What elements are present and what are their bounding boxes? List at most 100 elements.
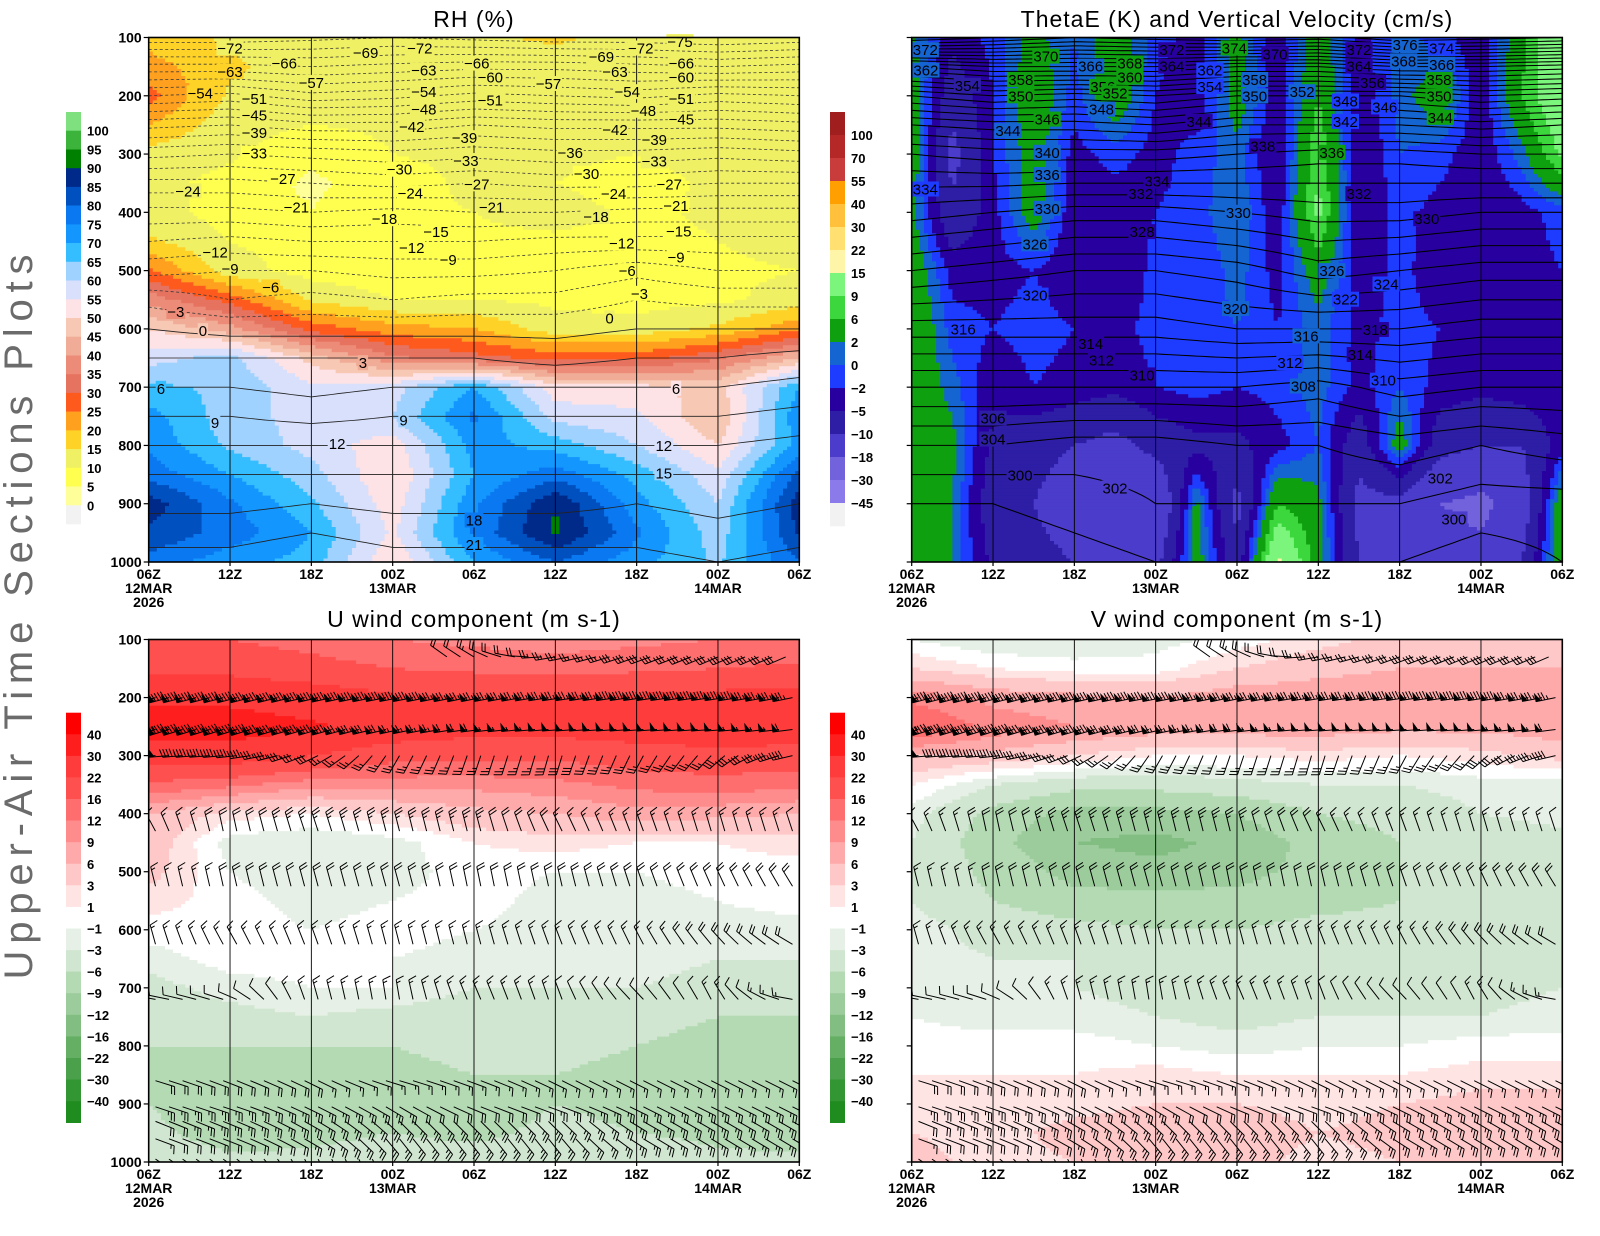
shading-cell bbox=[616, 555, 662, 560]
shading-cell bbox=[976, 387, 1165, 392]
contour-line bbox=[148, 299, 800, 318]
shading-cell bbox=[1554, 135, 1563, 140]
shading-cell bbox=[148, 173, 203, 178]
shading-cell bbox=[469, 208, 609, 213]
shading-cell bbox=[791, 432, 800, 437]
shading-cell bbox=[661, 555, 707, 560]
shading-cell bbox=[1525, 460, 1547, 465]
shading-cell bbox=[1326, 390, 1348, 395]
shading-cell bbox=[559, 530, 589, 535]
shading-cell bbox=[1045, 184, 1055, 189]
shading-cell bbox=[1005, 103, 1018, 108]
shading-cell bbox=[989, 72, 1006, 77]
shading-cell bbox=[1383, 292, 1421, 297]
shading-cell bbox=[1045, 296, 1145, 301]
shading-cell bbox=[1546, 222, 1563, 227]
shading-cell bbox=[1415, 247, 1551, 252]
shading-cell bbox=[936, 180, 953, 185]
shading-cell bbox=[575, 485, 605, 490]
shading-cell bbox=[242, 541, 304, 546]
shading-cell bbox=[923, 257, 933, 262]
shading-cell bbox=[315, 205, 463, 210]
shading-cell bbox=[1224, 285, 1246, 290]
shading-cell bbox=[746, 254, 800, 259]
x-tick-label: 00Z bbox=[706, 566, 731, 582]
shading-cell bbox=[148, 240, 166, 245]
shading-cell bbox=[997, 331, 1071, 336]
shading-cell bbox=[1273, 317, 1279, 322]
shading-cell bbox=[1391, 460, 1405, 465]
shading-cell bbox=[984, 44, 1006, 49]
shading-cell bbox=[494, 530, 524, 535]
shading-cell bbox=[1521, 170, 1535, 175]
shading-cell bbox=[1306, 184, 1327, 189]
shading-cell bbox=[1342, 90, 1352, 95]
shading-cell bbox=[1143, 145, 1181, 150]
shading-cell bbox=[1383, 299, 1421, 304]
shading-cell bbox=[1098, 156, 1136, 161]
shading-cell bbox=[1293, 271, 1307, 276]
shading-cell bbox=[376, 366, 520, 371]
shading-cell bbox=[425, 446, 447, 451]
shading-cell bbox=[1094, 65, 1132, 70]
shading-cell bbox=[774, 422, 788, 427]
shading-cell bbox=[989, 429, 1193, 434]
shading-cell bbox=[923, 83, 933, 88]
shading-cell bbox=[1411, 446, 1417, 451]
shading-cell bbox=[1330, 327, 1352, 332]
shading-cell bbox=[923, 152, 929, 157]
shading-cell bbox=[474, 516, 499, 521]
shading-cell bbox=[368, 338, 463, 343]
shading-cell bbox=[915, 222, 925, 227]
shading-cell bbox=[1249, 124, 1262, 129]
shading-cell bbox=[1350, 289, 1384, 294]
shading-cell bbox=[1285, 142, 1295, 147]
shading-cell bbox=[156, 362, 247, 367]
shading-cell bbox=[282, 310, 312, 315]
shading-cell bbox=[754, 257, 800, 262]
shading-cell bbox=[1261, 191, 1287, 196]
shading-cell bbox=[919, 121, 925, 126]
shading-cell bbox=[1135, 121, 1153, 126]
shading-cell bbox=[1326, 215, 1340, 220]
shading-cell bbox=[1318, 446, 1332, 451]
shading-cell bbox=[1379, 124, 1397, 129]
shading-cell bbox=[148, 495, 154, 500]
shading-cell bbox=[148, 72, 182, 77]
contour-label-bg bbox=[600, 186, 628, 202]
shading-cell bbox=[1041, 264, 1149, 269]
shading-cell bbox=[148, 194, 190, 199]
shading-cell bbox=[1497, 62, 1506, 67]
shading-cell bbox=[1285, 110, 1295, 115]
shading-cell bbox=[652, 348, 723, 353]
shading-cell bbox=[600, 464, 642, 469]
shading-cell bbox=[1428, 366, 1563, 371]
shading-cell bbox=[1249, 208, 1267, 213]
shading-cell bbox=[1204, 51, 1218, 56]
shading-cell bbox=[364, 131, 800, 136]
shading-cell bbox=[1330, 355, 1352, 360]
shading-cell bbox=[1054, 72, 1071, 77]
shading-cell bbox=[1521, 79, 1539, 84]
shading-cell bbox=[1151, 373, 1299, 378]
shading-cell bbox=[1245, 275, 1271, 280]
shading-cell bbox=[408, 460, 430, 465]
shading-cell bbox=[335, 485, 369, 490]
contour-label: 12 bbox=[655, 438, 672, 455]
shading-cell bbox=[209, 222, 504, 227]
shading-cell bbox=[1017, 86, 1055, 91]
shading-cell bbox=[1298, 289, 1311, 294]
x-date-label: 2026 bbox=[133, 594, 164, 610]
shading-cell bbox=[1001, 215, 1014, 220]
shading-cell bbox=[940, 44, 986, 49]
shading-cell bbox=[1371, 446, 1380, 451]
shading-cell bbox=[952, 292, 1019, 297]
shading-cell bbox=[1350, 135, 1380, 140]
shading-cell bbox=[559, 523, 585, 528]
shading-cell bbox=[1387, 425, 1397, 430]
shading-cell bbox=[404, 446, 426, 451]
shading-cell bbox=[928, 145, 937, 150]
shading-cell bbox=[217, 289, 255, 294]
shading-cell bbox=[932, 107, 941, 112]
